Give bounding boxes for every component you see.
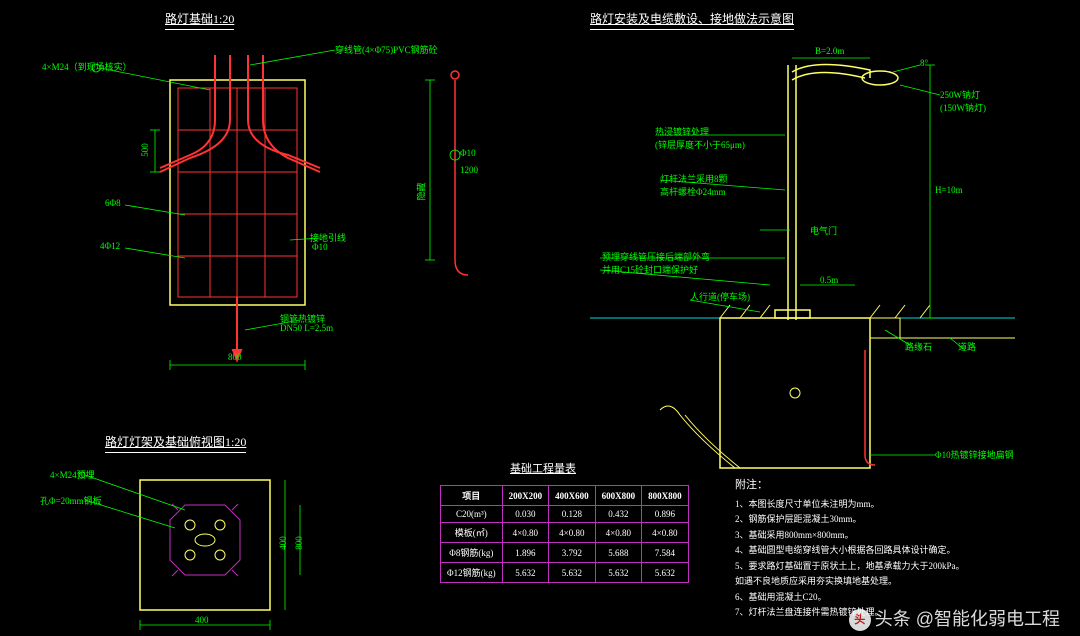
watermark: 头头条 @智能化弱电工程 xyxy=(849,605,1060,631)
dim-t400v: 400 xyxy=(278,536,288,550)
th2: 400X600 xyxy=(549,486,596,506)
dim-800: 800 xyxy=(228,352,242,362)
dim-t400: 400 xyxy=(195,615,209,625)
lbl-rebar-top: 穿线管(4×Φ75)PVC钢筋砼 xyxy=(335,43,438,56)
lbl-flange: 灯杆法兰采用8颗 高杆螺栓Φ24mm xyxy=(660,172,728,198)
lbl-anchor: 4×M24（到现场核实） xyxy=(42,60,132,73)
th1: 200X200 xyxy=(502,486,549,506)
c: 0.896 xyxy=(642,506,689,523)
c: 5.632 xyxy=(595,563,642,583)
note-6: 6、基础用混凝土C20。 xyxy=(735,591,965,605)
lbl-lamp-ang: 8° xyxy=(920,58,928,68)
quantity-table: 项目 200X200 400X600 600X800 800X800 C20(m… xyxy=(440,485,689,583)
c: Φ8钢筋(kg) xyxy=(441,543,503,563)
th0: 项目 xyxy=(441,486,503,506)
c: 5.688 xyxy=(595,543,642,563)
notes-block: 附注： 1、本图长度尺寸单位未注明为mm。 2、钢筋保护层距混凝土30mm。 3… xyxy=(735,475,965,622)
lbl-coating: 热浸镀锌处理 (锌层厚度不小于65μm) xyxy=(655,125,745,151)
c: 1.896 xyxy=(502,543,549,563)
lbl-road: 道路 xyxy=(958,340,976,353)
c: 3.792 xyxy=(549,543,596,563)
note-5: 5、要求路灯基础置于原状土上，地基承载力大于200kPa。 xyxy=(735,560,965,574)
lbl-elec-door: 电气门 xyxy=(810,224,837,237)
note-3: 3、基础采用800mm×800mm。 xyxy=(735,529,965,543)
c: 5.632 xyxy=(549,563,596,583)
lbl-conduit: 预埋穿线管压接后端部外弯 并用C15砼封口端保护好 xyxy=(602,250,710,276)
watermark-text: 头条 @智能化弱电工程 xyxy=(875,609,1060,629)
c: 4×0.80 xyxy=(595,523,642,543)
lbl-top-hole: 孔Φ=20mm钢板 xyxy=(40,494,102,507)
c: C20(m³) xyxy=(441,506,503,523)
dim-arm-b: B=2.0m xyxy=(815,46,844,56)
dim-hidden: 隐藏 xyxy=(415,182,428,200)
lbl-lamp-w: 250W钠灯 (150W钠灯) xyxy=(940,88,986,114)
c: Φ12钢筋(kg) xyxy=(441,563,503,583)
c: 7.584 xyxy=(642,543,689,563)
lbl-top-bolt: 4×M24预埋 xyxy=(50,468,95,481)
note-2: 2、钢筋保护层距混凝土30mm。 xyxy=(735,513,965,527)
dim-t800v: 800 xyxy=(294,536,304,550)
lbl-curb: 路缘石 xyxy=(905,340,932,353)
c: 0.432 xyxy=(595,506,642,523)
lbl-sleeve: 人行道(停车场) xyxy=(690,290,750,303)
c: 模板(㎡) xyxy=(441,523,503,543)
note-1: 1、本图长度尺寸单位未注明为mm。 xyxy=(735,498,965,512)
lbl-phi12: 4Φ12 xyxy=(100,241,120,251)
notes-title: 附注： xyxy=(735,477,965,494)
dim-05m: 0.5m xyxy=(820,275,838,285)
c: 4×0.80 xyxy=(502,523,549,543)
c: 5.632 xyxy=(502,563,549,583)
dim-1200: 1200 xyxy=(460,165,478,175)
note-5b: 如遇不良地质应采用夯实换填地基处理。 xyxy=(735,575,965,589)
c: 5.632 xyxy=(642,563,689,583)
c: 0.030 xyxy=(502,506,549,523)
c: 4×0.80 xyxy=(549,523,596,543)
dim-phi10r: Φ10 xyxy=(460,148,476,158)
lbl-earth-bar: Φ10热镀锌接地扁钢 xyxy=(935,448,1014,461)
lbl-phi8: 6Φ8 xyxy=(105,198,121,208)
c: 0.128 xyxy=(549,506,596,523)
watermark-logo-icon: 头 xyxy=(849,609,871,631)
th3: 600X800 xyxy=(595,486,642,506)
th4: 800X800 xyxy=(642,486,689,506)
lbl-phi10: Φ10 xyxy=(312,242,328,252)
dim-500: 500 xyxy=(140,143,150,157)
c: 4×0.80 xyxy=(642,523,689,543)
dim-h10m: H=10m xyxy=(935,185,963,195)
note-4: 4、基础圆型电缆穿线管大小根据各回路具体设计确定。 xyxy=(735,544,965,558)
lbl-dn50: DN50 L=2.5m xyxy=(280,323,333,333)
